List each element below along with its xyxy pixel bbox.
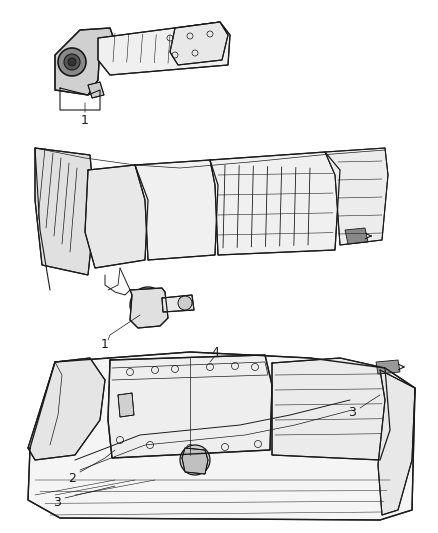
Text: 3: 3 [348, 406, 356, 418]
Text: 3: 3 [53, 496, 61, 508]
Polygon shape [88, 82, 104, 98]
Polygon shape [35, 148, 95, 275]
Polygon shape [28, 352, 415, 520]
Circle shape [68, 58, 76, 66]
Circle shape [180, 445, 210, 475]
Polygon shape [130, 288, 168, 328]
Text: 4: 4 [211, 345, 219, 359]
Polygon shape [108, 355, 272, 458]
Polygon shape [210, 152, 340, 255]
Polygon shape [345, 228, 368, 244]
Text: 1: 1 [81, 114, 89, 126]
Polygon shape [55, 28, 115, 95]
Polygon shape [170, 22, 228, 65]
Polygon shape [28, 358, 105, 460]
Circle shape [130, 287, 166, 323]
Polygon shape [182, 448, 208, 474]
Circle shape [187, 452, 203, 468]
Polygon shape [85, 165, 148, 268]
Polygon shape [325, 148, 388, 245]
Polygon shape [135, 160, 218, 260]
Polygon shape [272, 358, 390, 460]
Polygon shape [162, 295, 194, 312]
Polygon shape [118, 393, 134, 417]
Circle shape [178, 296, 192, 310]
Text: 2: 2 [68, 472, 76, 484]
Circle shape [58, 48, 86, 76]
Circle shape [64, 54, 80, 70]
Polygon shape [378, 370, 415, 515]
Text: 1: 1 [101, 338, 109, 351]
Polygon shape [376, 360, 400, 374]
Polygon shape [98, 22, 230, 75]
Circle shape [143, 300, 153, 310]
Circle shape [137, 294, 159, 316]
